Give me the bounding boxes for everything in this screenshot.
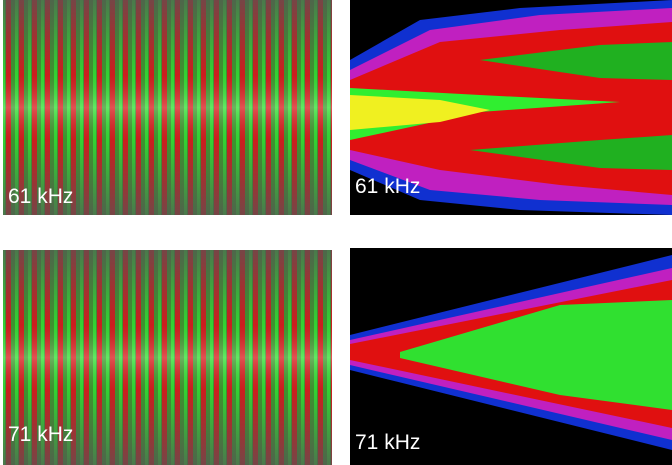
panel-label: 61 kHz: [355, 175, 420, 198]
panel-label: 71 kHz: [355, 431, 420, 454]
panel-label: 61 kHz: [8, 185, 73, 208]
figure: 61 kHz 61 kHz 71 kHz 71 kHz: [0, 0, 672, 465]
panel-label: 71 kHz: [8, 423, 73, 446]
stripe-panel: [3, 0, 332, 215]
